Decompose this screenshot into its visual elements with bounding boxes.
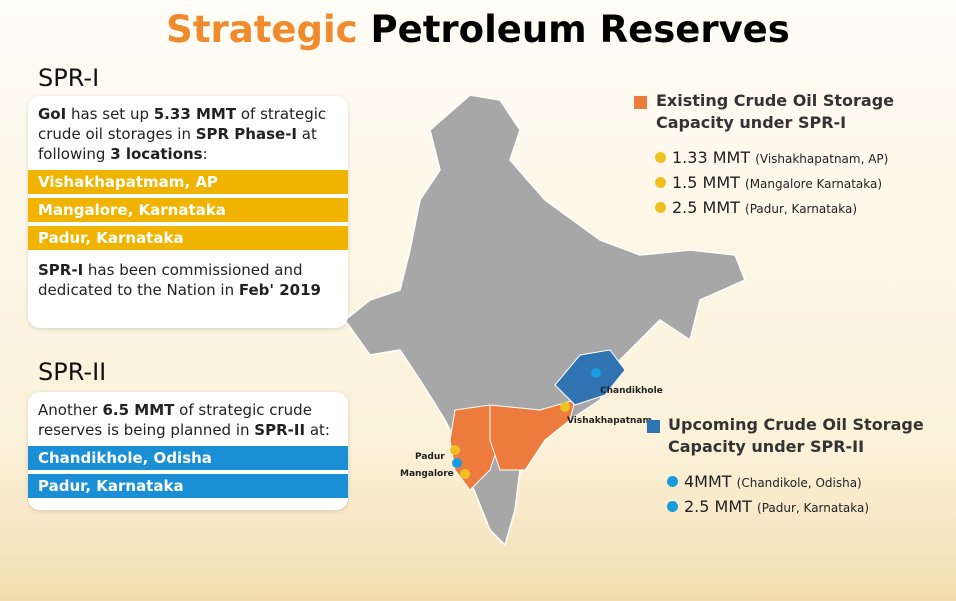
location: Mangalore, Karnataka: [28, 198, 348, 222]
spr1-intro: GoI has set up 5.33 MMT of strategic cru…: [28, 104, 348, 164]
spr1-note: SPR-I has been commissioned and dedicate…: [28, 260, 348, 300]
legend-title: Existing Crude Oil Storage Capacity unde…: [656, 91, 894, 132]
location: Chandikhole, Odisha: [28, 446, 348, 470]
section-heading: SPR-I: [38, 64, 100, 92]
amount: 4MMT: [684, 472, 732, 491]
place: (Chandikole, Odisha): [736, 476, 862, 490]
text: GoI: [38, 105, 67, 123]
legend-title: Upcoming Crude Oil Storage Capacity unde…: [668, 415, 924, 456]
legend-swatch: [634, 96, 647, 109]
map-label: Padur: [415, 452, 445, 462]
text: of strategic crude reserves is being pla…: [38, 401, 317, 439]
text: Feb' 2019: [238, 281, 321, 299]
text: 6.5 MMT: [102, 401, 175, 419]
site-dot: [460, 469, 470, 479]
legend-item: 2.5 MMT (Padur, Karnataka): [667, 497, 869, 516]
text: SPR-I: [38, 261, 84, 279]
text: Another: [38, 401, 103, 419]
odisha: [554, 349, 626, 406]
place: (Padur, Karnataka): [757, 501, 870, 515]
text: has been commissioned and dedicated to t…: [38, 261, 308, 299]
text: SPR-II: [254, 421, 306, 439]
amount: 1.5 MMT: [672, 173, 740, 192]
place: (Vishakhapatnam, AP): [755, 152, 889, 166]
amount: 2.5 MMT: [684, 497, 752, 516]
text: 5.33 MMT: [153, 105, 237, 123]
site-dot: [560, 402, 570, 412]
section-heading: SPR-II: [38, 358, 107, 386]
text: 3 locations: [110, 145, 203, 163]
text: :: [202, 145, 208, 163]
legend-item: 1.5 MMT (Mangalore Karnataka): [655, 173, 882, 192]
spr2-card: Another 6.5 MMT of strategic crude reser…: [28, 392, 348, 510]
legend-item: 1.33 MMT (Vishakhapatnam, AP): [655, 148, 888, 167]
legend-swatch: [647, 420, 660, 433]
place: (Mangalore Karnataka): [745, 177, 883, 191]
title-accent: Strategic: [166, 8, 358, 51]
amount: 2.5 MMT: [672, 198, 740, 217]
text: at:: [305, 421, 330, 439]
place: (Padur, Karnataka): [745, 202, 858, 216]
text: of strategic crude oil storages in: [38, 105, 331, 143]
site-dot: [452, 458, 462, 468]
andhra-pradesh: [489, 399, 576, 471]
location: Padur, Karnataka: [28, 226, 348, 250]
spr2-intro: Another 6.5 MMT of strategic crude reser…: [28, 400, 348, 440]
map-label: Chandikhole: [600, 386, 663, 396]
text: has set up: [66, 105, 154, 123]
title-rest: Petroleum Reserves: [370, 8, 790, 51]
spr1-card: GoI has set up 5.33 MMT of strategic cru…: [28, 96, 348, 328]
site-dot: [591, 368, 601, 378]
location: Vishakhapatmam, AP: [28, 170, 348, 194]
site-dot: [450, 445, 460, 455]
map-label: Mangalore: [400, 469, 454, 479]
title: Strategic Petroleum Reserves: [0, 8, 956, 51]
text: at following: [38, 125, 322, 163]
legend-item: 2.5 MMT (Padur, Karnataka): [655, 198, 857, 217]
legend-item: 4MMT (Chandikole, Odisha): [667, 472, 862, 491]
location: Padur, Karnataka: [28, 474, 348, 498]
amount: 1.33 MMT: [672, 148, 751, 167]
map-label: Vishakhapatnam: [567, 416, 652, 426]
text: SPR Phase-I: [195, 125, 298, 143]
